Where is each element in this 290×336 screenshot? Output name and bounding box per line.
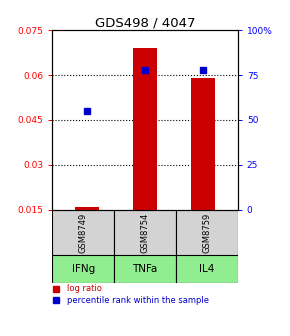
Text: percentile rank within the sample: percentile rank within the sample (67, 296, 209, 304)
Bar (52, 255, 114, 283)
Text: GSM8749: GSM8749 (79, 212, 88, 253)
Bar (176, 210, 238, 255)
Bar (75, 207, 99, 210)
Text: GSM8759: GSM8759 (202, 212, 211, 253)
Bar (52, 210, 114, 255)
Bar (114, 210, 176, 255)
Bar (133, 48, 157, 210)
Text: GSM8754: GSM8754 (140, 212, 150, 253)
Text: IL4: IL4 (199, 264, 215, 274)
Bar (114, 255, 176, 283)
Title: GDS498 / 4047: GDS498 / 4047 (95, 16, 195, 29)
Text: IFNg: IFNg (72, 264, 95, 274)
Text: log ratio: log ratio (67, 284, 102, 293)
Bar (191, 78, 215, 210)
Text: TNFa: TNFa (132, 264, 158, 274)
Bar (176, 255, 238, 283)
